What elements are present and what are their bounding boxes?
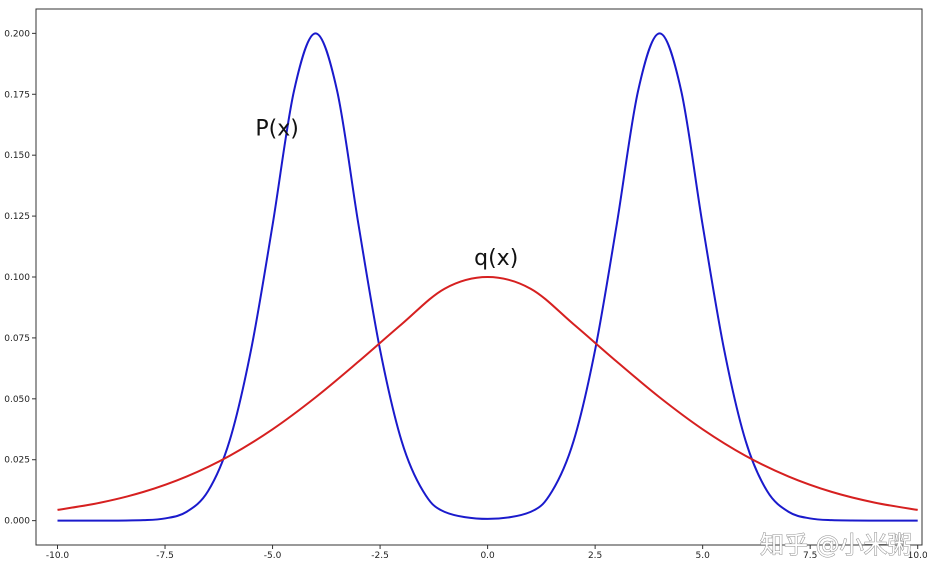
x-tick-label: 0.0 [480,551,495,561]
x-tick-label: -2.5 [371,551,389,561]
x-tick-label: -7.5 [156,551,174,561]
x-tick-label: -10.0 [46,551,70,561]
annotation-p: P(x) [255,117,298,142]
series-line-0 [57,32,918,522]
x-tick-label: -5.0 [264,551,282,561]
series-line-1 [57,276,918,511]
y-tick-label: 0.100 [4,273,30,283]
x-tick-label: 2.5 [588,551,602,561]
y-tick-label: 0.025 [4,456,30,466]
annotation-q: q(x) [474,246,518,271]
x-tick-label: 5.0 [695,551,710,561]
y-tick-label: 0.175 [4,90,30,100]
y-axis: 0.000 0.025 0.050 0.075 0.100 0.125 0.150 0.175… [4,29,36,527]
y-tick-label: 0.075 [4,334,30,344]
watermark: 知乎 @小米粥 [760,531,912,559]
y-tick-label: 0.050 [4,395,30,405]
series-layer [57,32,918,522]
y-tick-label: 0.200 [4,29,30,39]
x-axis: -10.0 -7.5 -5.0 -2.5 0.0 2.5 5.0 7.5 10.0 [46,545,927,561]
y-tick-label: 0.150 [4,151,30,161]
x-tick-label: 10.0 [908,551,927,561]
y-tick-label: 0.000 [4,517,30,527]
x-tick-label: 7.5 [803,551,817,561]
y-tick-label: 0.125 [4,212,30,222]
